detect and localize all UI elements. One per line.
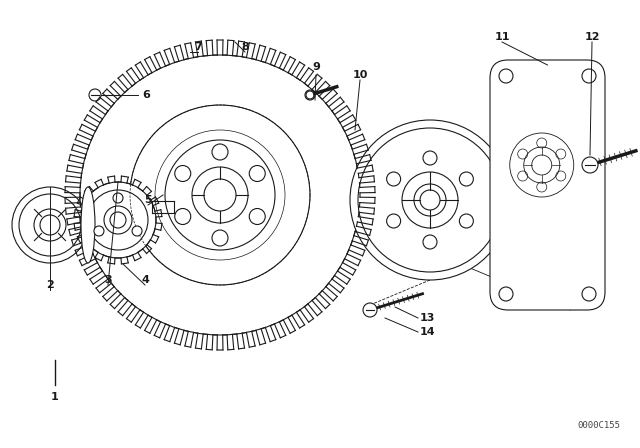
Circle shape bbox=[460, 214, 474, 228]
Circle shape bbox=[350, 120, 510, 280]
Ellipse shape bbox=[170, 201, 178, 213]
Text: 1: 1 bbox=[51, 392, 59, 402]
Text: 7: 7 bbox=[194, 42, 202, 52]
Circle shape bbox=[423, 235, 437, 249]
Circle shape bbox=[130, 105, 310, 285]
Circle shape bbox=[249, 165, 265, 181]
Text: 13: 13 bbox=[420, 313, 435, 323]
Text: 6: 6 bbox=[142, 90, 150, 100]
Circle shape bbox=[402, 172, 458, 228]
Circle shape bbox=[192, 167, 248, 223]
Circle shape bbox=[212, 144, 228, 160]
Circle shape bbox=[204, 179, 236, 211]
Circle shape bbox=[212, 230, 228, 246]
Text: 5: 5 bbox=[144, 195, 152, 205]
Circle shape bbox=[94, 226, 104, 236]
Text: 11: 11 bbox=[494, 32, 509, 42]
Circle shape bbox=[582, 287, 596, 301]
Ellipse shape bbox=[148, 201, 156, 213]
Circle shape bbox=[499, 69, 513, 83]
Ellipse shape bbox=[81, 187, 95, 263]
Text: 8: 8 bbox=[241, 42, 249, 52]
Circle shape bbox=[387, 214, 401, 228]
Circle shape bbox=[113, 193, 123, 203]
Circle shape bbox=[104, 206, 132, 234]
Circle shape bbox=[582, 69, 596, 83]
Circle shape bbox=[165, 140, 275, 250]
Circle shape bbox=[132, 226, 142, 236]
Text: 0000C155: 0000C155 bbox=[577, 421, 620, 430]
Circle shape bbox=[423, 151, 437, 165]
Circle shape bbox=[40, 215, 60, 235]
Circle shape bbox=[175, 165, 191, 181]
Circle shape bbox=[582, 157, 598, 173]
Circle shape bbox=[12, 187, 88, 263]
Text: 14: 14 bbox=[420, 327, 436, 337]
Text: 3: 3 bbox=[104, 275, 112, 285]
Circle shape bbox=[460, 172, 474, 186]
Circle shape bbox=[89, 89, 101, 101]
Circle shape bbox=[387, 172, 401, 186]
Text: 2: 2 bbox=[46, 280, 54, 290]
Circle shape bbox=[175, 208, 191, 224]
FancyBboxPatch shape bbox=[490, 60, 605, 310]
Circle shape bbox=[499, 287, 513, 301]
Circle shape bbox=[363, 303, 377, 317]
Circle shape bbox=[80, 182, 156, 258]
Text: 4: 4 bbox=[141, 275, 149, 285]
Circle shape bbox=[80, 55, 360, 335]
Circle shape bbox=[249, 208, 265, 224]
Circle shape bbox=[305, 90, 315, 100]
Text: 10: 10 bbox=[352, 70, 368, 80]
Text: 9: 9 bbox=[312, 62, 320, 72]
Text: 12: 12 bbox=[584, 32, 600, 42]
